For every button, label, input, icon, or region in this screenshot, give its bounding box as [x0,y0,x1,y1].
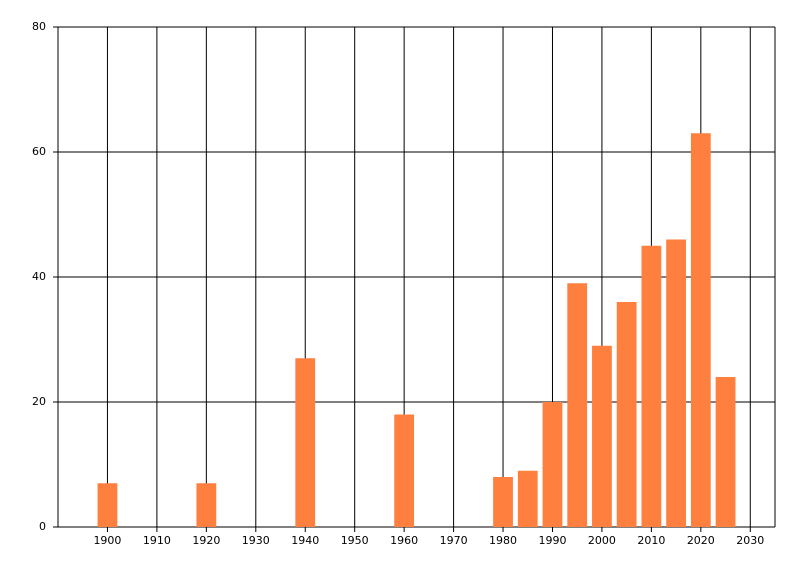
x-tick-label: 1990 [538,534,566,547]
x-tick-label: 2010 [637,534,665,547]
bar [567,283,588,527]
x-tick-label: 1940 [291,534,319,547]
x-tick-label: 2020 [687,534,715,547]
bar [97,483,118,527]
bar [616,302,637,527]
bar [641,245,662,527]
x-tick-label: 1960 [390,534,418,547]
bar [690,133,711,527]
y-tick-label: 20 [32,395,46,408]
bar [196,483,217,527]
y-tick-label: 0 [39,520,46,533]
bar [715,377,736,527]
x-tick-label: 1900 [93,534,121,547]
x-tick-label: 2030 [736,534,764,547]
x-tick-label: 1980 [489,534,517,547]
x-tick-label: 1910 [143,534,171,547]
x-tick-label: 1920 [192,534,220,547]
bar [295,358,316,527]
bar [394,414,415,527]
bar [517,470,538,527]
bar [666,239,686,527]
x-tick-label: 1930 [242,534,270,547]
y-tick-label: 80 [32,20,46,33]
y-tick-label: 60 [32,145,46,158]
x-tick-label: 1970 [440,534,468,547]
x-tick-label: 1950 [341,534,369,547]
bar [592,345,612,527]
bar [542,402,563,527]
bar [493,477,513,527]
y-tick-label: 40 [32,270,46,283]
x-tick-label: 2000 [588,534,616,547]
